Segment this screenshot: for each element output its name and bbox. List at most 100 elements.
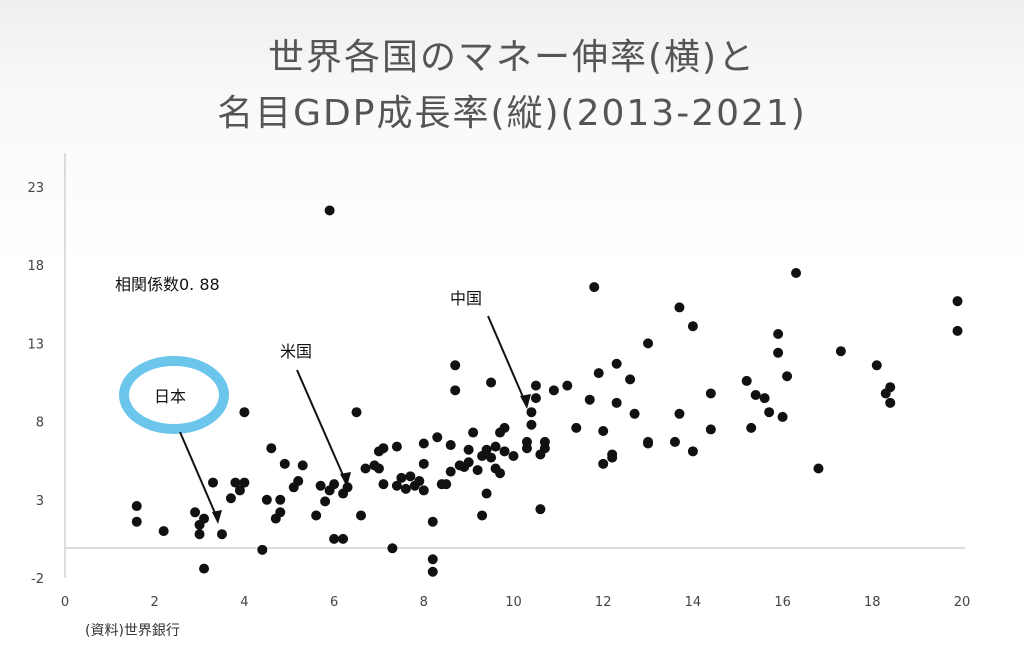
scatter-point — [320, 496, 331, 507]
scatter-point — [773, 329, 784, 340]
scatter-point — [199, 563, 210, 574]
scatter-point — [674, 302, 685, 313]
scatter-point — [275, 494, 286, 505]
scatter-point — [225, 493, 236, 504]
x-tick-labels: 0 2 4 6 8 10 12 14 16 18 20 — [61, 595, 970, 610]
scatter-point — [351, 407, 362, 418]
y-tick-label: -2 — [31, 572, 44, 587]
x-tick-label: 2 — [151, 595, 159, 610]
scatter-point — [486, 452, 497, 463]
scatter-point — [499, 422, 510, 433]
scatter-point — [746, 422, 757, 433]
scatter-point — [391, 441, 402, 452]
china-arrow-head — [520, 394, 531, 409]
scatter-point — [338, 533, 349, 544]
x-tick-label: 4 — [240, 595, 248, 610]
scatter-point — [418, 438, 429, 449]
scatter-point — [759, 393, 770, 404]
scatter-point — [427, 566, 438, 577]
scatter-point — [508, 451, 519, 462]
scatter-point — [526, 407, 537, 418]
scatter-point — [593, 368, 604, 379]
chart-title-line1: 世界各国のマネー伸率(横)と — [267, 37, 757, 78]
scatter-point — [791, 268, 802, 279]
x-tick-label: 14 — [685, 595, 702, 610]
scatter-point — [190, 507, 201, 518]
scatter-point — [396, 472, 407, 483]
scatter-point — [741, 375, 752, 386]
scatter-point — [342, 482, 353, 493]
scatter-point — [871, 360, 882, 371]
usa-arrow — [296, 369, 347, 483]
scatter-point — [499, 446, 510, 457]
scatter-point — [468, 427, 479, 438]
scatter-point — [441, 479, 452, 490]
data-points — [131, 205, 963, 577]
scatter-point — [472, 465, 483, 476]
scatter-point — [445, 440, 456, 451]
scatter-point — [548, 385, 559, 396]
scatter-point — [598, 458, 609, 469]
scatter-point — [378, 479, 389, 490]
scatter-point — [777, 411, 788, 422]
x-tick-label: 6 — [330, 595, 338, 610]
scatter-point — [705, 388, 716, 399]
y-tick-label: 13 — [27, 337, 44, 352]
x-tick-label: 0 — [61, 595, 69, 610]
scatter-point — [463, 457, 474, 468]
scatter-point — [773, 347, 784, 358]
scatter-point — [445, 466, 456, 477]
scatter-point — [643, 338, 654, 349]
scatter-point — [750, 390, 761, 401]
scatter-point — [705, 424, 716, 435]
scatter-point — [400, 483, 411, 494]
scatter-point — [521, 443, 532, 454]
scatter-point — [450, 385, 461, 396]
scatter-point — [539, 436, 550, 447]
scatter-point — [486, 377, 497, 388]
scatter-point — [266, 443, 277, 454]
scatter-point — [216, 529, 227, 540]
scatter-point — [257, 544, 268, 555]
japan-arrow-head — [212, 510, 222, 524]
scatter-point — [329, 479, 340, 490]
scatter-point — [158, 526, 169, 537]
x-tick-label: 10 — [505, 595, 522, 610]
scatter-point — [315, 480, 326, 491]
scatter-point — [607, 449, 618, 460]
x-tick-label: 20 — [954, 595, 971, 610]
scatter-point — [387, 543, 398, 554]
scatter-point — [378, 443, 389, 454]
scatter-point — [230, 477, 241, 488]
correlation-label: 相関係数0. 88 — [115, 275, 220, 294]
scatter-point — [208, 477, 219, 488]
scatter-point — [526, 419, 537, 430]
scatter-point — [418, 458, 429, 469]
scatter-point — [643, 436, 654, 447]
scatter-point — [571, 422, 582, 433]
scatter-point — [495, 468, 506, 479]
scatter-point — [373, 463, 384, 474]
scatter-point — [611, 397, 622, 408]
scatter-point — [669, 436, 680, 447]
scatter-point — [629, 408, 640, 419]
scatter-point — [391, 480, 402, 491]
scatter-point — [239, 477, 250, 488]
y-tick-label: 18 — [27, 259, 44, 274]
scatter-point — [584, 394, 595, 405]
scatter-point — [625, 374, 636, 385]
scatter-point — [275, 507, 286, 518]
scatter-point — [199, 513, 210, 524]
scatter-point — [414, 476, 425, 487]
japan-label: 日本 — [154, 387, 186, 406]
china-arrow — [487, 315, 527, 405]
scatter-point — [324, 205, 335, 216]
scatter-point — [450, 360, 461, 371]
y-tick-label: 8 — [36, 416, 44, 431]
scatter-point — [813, 463, 824, 474]
scatter-point — [279, 458, 290, 469]
scatter-point — [490, 441, 501, 452]
x-tick-label: 8 — [420, 595, 428, 610]
scatter-point — [356, 510, 367, 521]
scatter-point — [418, 485, 429, 496]
